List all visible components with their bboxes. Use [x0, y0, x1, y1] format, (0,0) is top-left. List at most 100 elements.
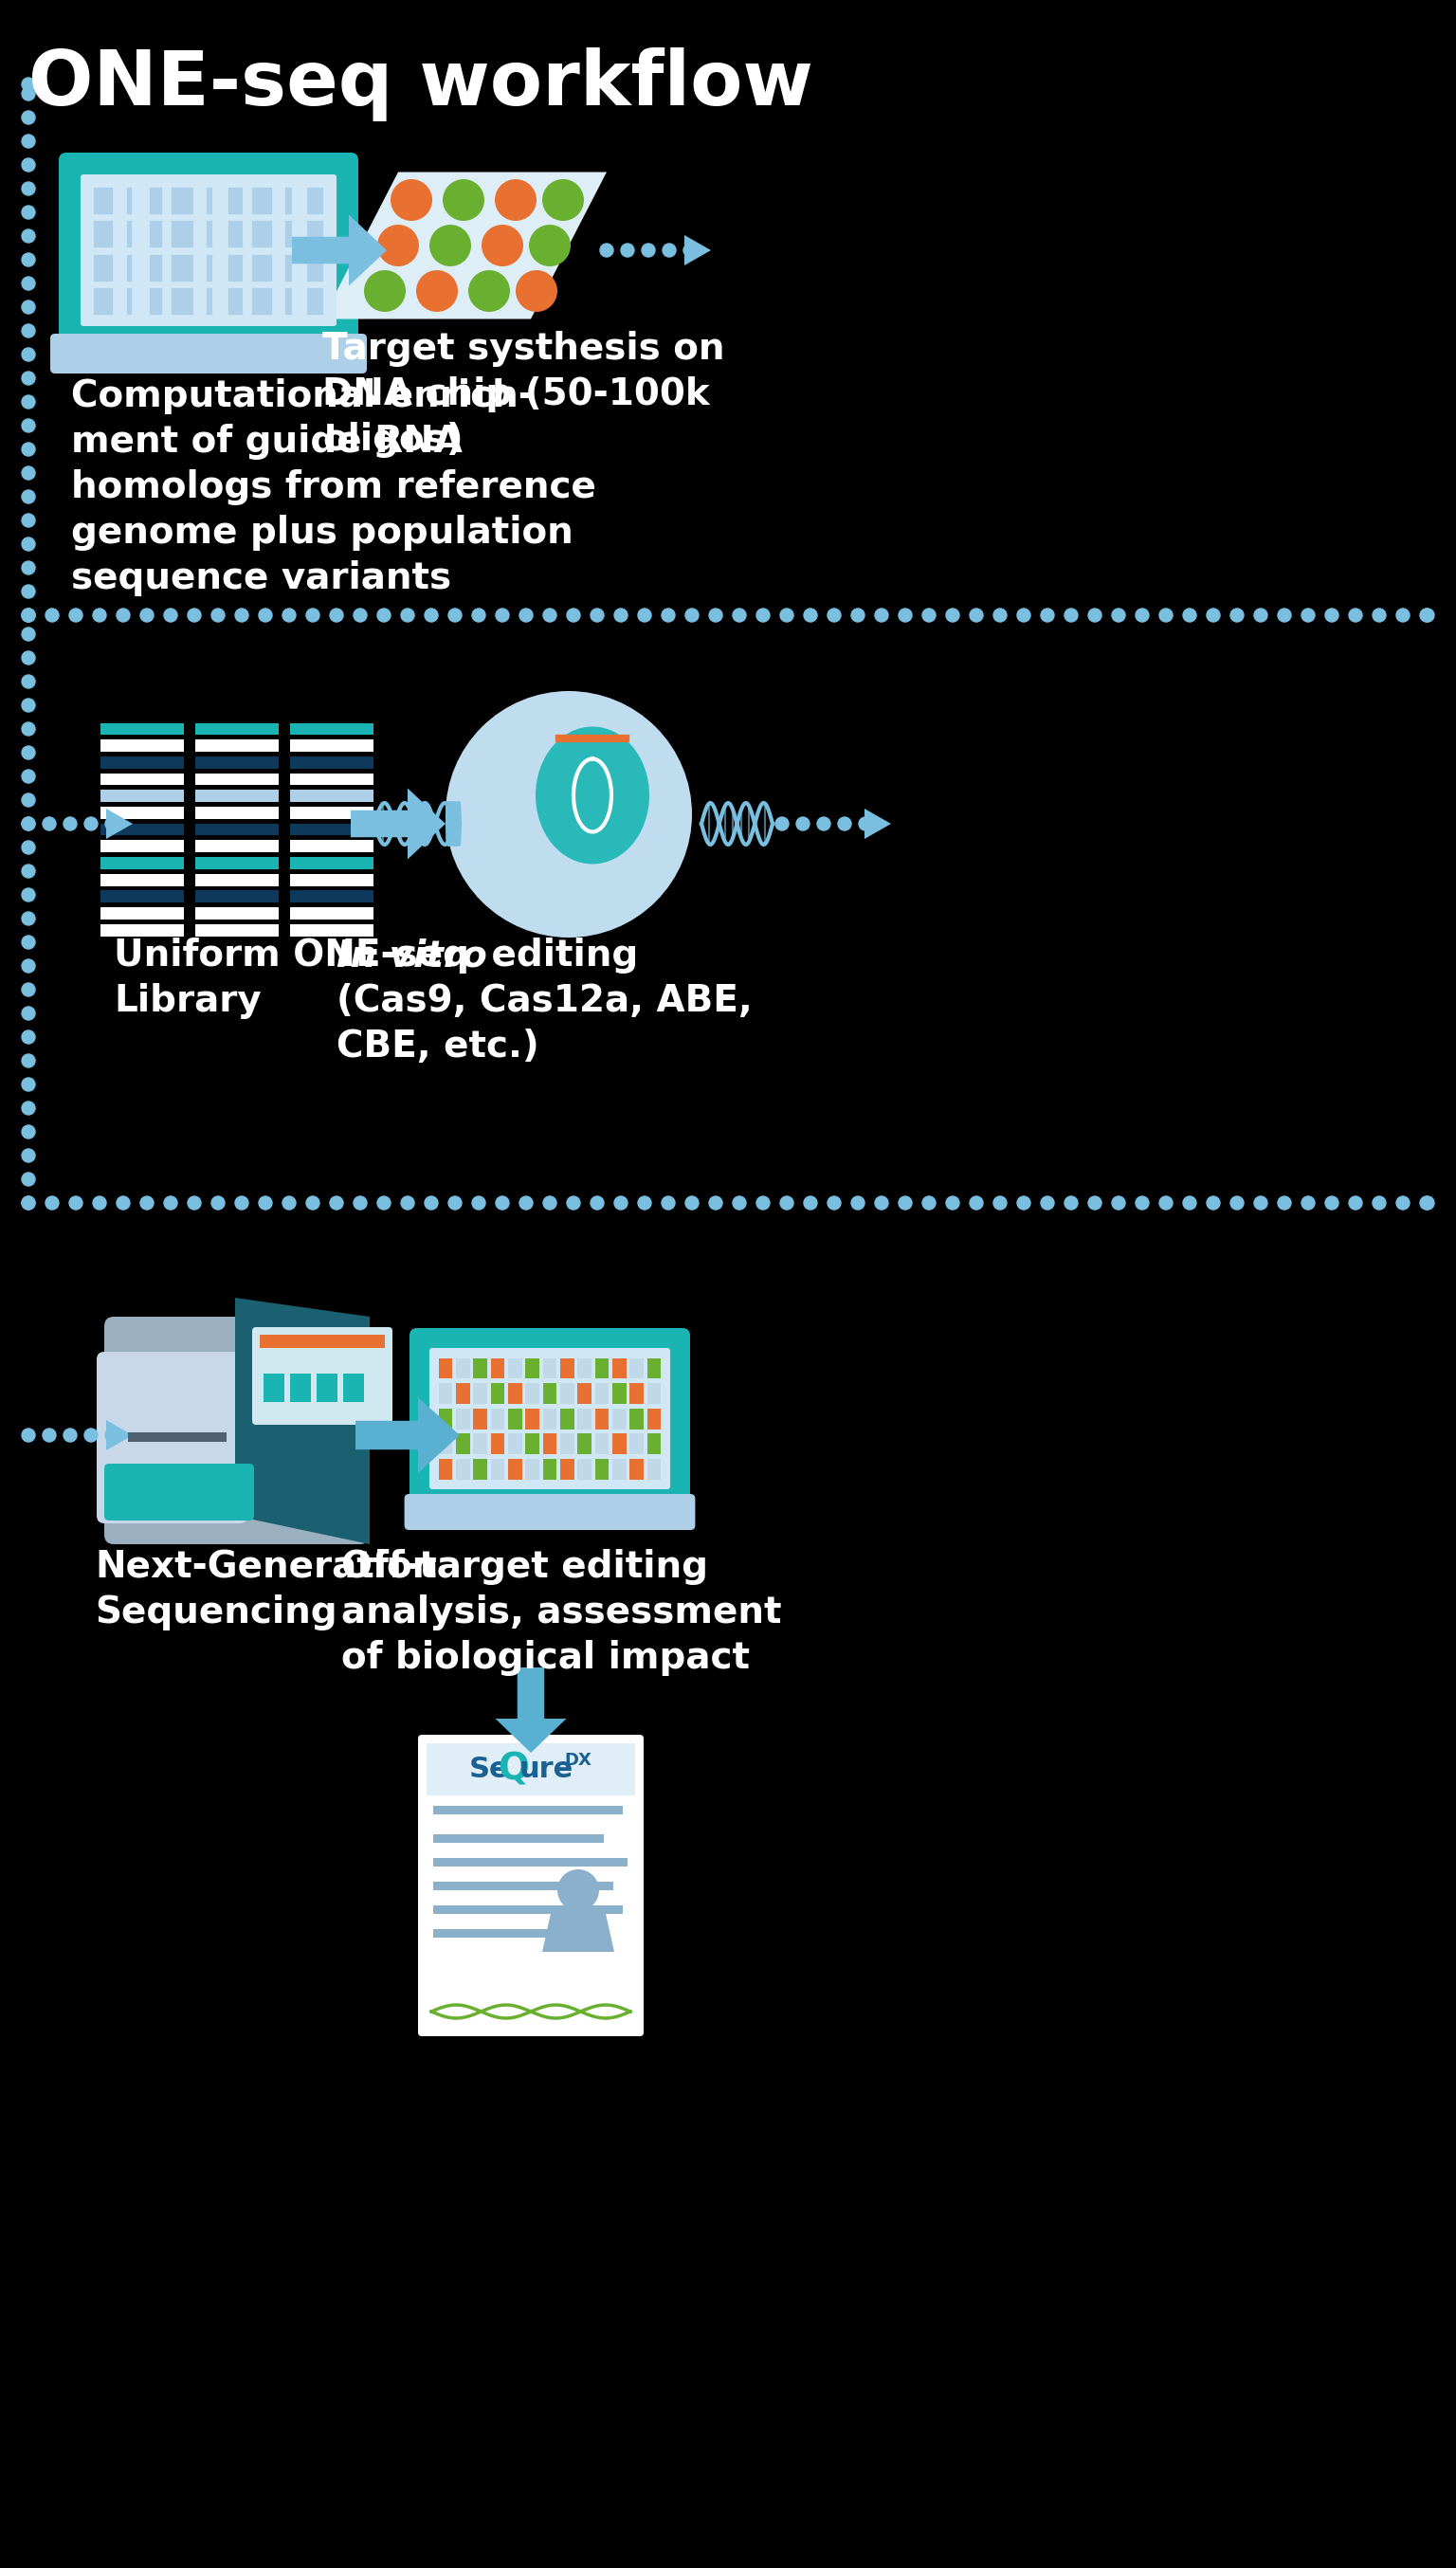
- Bar: [473, 1459, 488, 1479]
- Bar: [290, 740, 374, 752]
- Circle shape: [64, 1428, 77, 1441]
- Circle shape: [140, 609, 153, 621]
- Circle shape: [1064, 609, 1077, 621]
- Bar: [438, 1459, 453, 1479]
- Bar: [629, 1358, 644, 1379]
- Bar: [561, 1433, 574, 1453]
- Text: Se: Se: [469, 1757, 510, 1782]
- Circle shape: [64, 817, 77, 829]
- Polygon shape: [106, 1420, 132, 1451]
- Circle shape: [116, 609, 130, 621]
- Circle shape: [448, 1197, 462, 1210]
- FancyBboxPatch shape: [409, 1328, 690, 1510]
- Bar: [127, 288, 131, 316]
- Bar: [170, 288, 194, 316]
- Circle shape: [443, 180, 485, 221]
- Circle shape: [1373, 609, 1386, 621]
- Circle shape: [1420, 609, 1433, 621]
- Bar: [473, 1433, 488, 1453]
- Circle shape: [331, 1197, 344, 1210]
- Circle shape: [1420, 1197, 1433, 1210]
- Bar: [578, 1384, 591, 1405]
- Bar: [149, 187, 162, 213]
- Circle shape: [780, 609, 794, 621]
- Bar: [290, 907, 374, 919]
- Bar: [543, 1459, 556, 1479]
- Bar: [306, 254, 323, 282]
- Bar: [596, 1358, 609, 1379]
- Text: CBE, etc.): CBE, etc.): [336, 1030, 539, 1066]
- Bar: [227, 221, 243, 247]
- Text: sequence variants: sequence variants: [71, 560, 451, 596]
- Circle shape: [686, 1197, 699, 1210]
- Circle shape: [22, 817, 35, 829]
- Text: genome plus population: genome plus population: [71, 514, 574, 550]
- Bar: [543, 1358, 556, 1379]
- Bar: [526, 1358, 539, 1379]
- Circle shape: [469, 270, 510, 311]
- Bar: [578, 1407, 591, 1430]
- Polygon shape: [355, 1397, 460, 1474]
- Circle shape: [566, 1197, 579, 1210]
- Circle shape: [22, 1102, 35, 1115]
- Circle shape: [839, 817, 852, 829]
- Circle shape: [1254, 609, 1267, 621]
- Circle shape: [22, 609, 35, 621]
- Bar: [491, 1358, 505, 1379]
- Bar: [491, 1407, 505, 1430]
- Circle shape: [817, 817, 830, 829]
- Circle shape: [827, 1197, 840, 1210]
- Bar: [306, 187, 323, 213]
- Circle shape: [22, 1030, 35, 1043]
- Bar: [456, 1407, 470, 1430]
- Circle shape: [543, 1197, 556, 1210]
- Bar: [613, 1407, 626, 1430]
- Circle shape: [776, 817, 789, 829]
- Bar: [264, 1374, 284, 1402]
- Bar: [127, 254, 131, 282]
- Circle shape: [1041, 609, 1054, 621]
- Ellipse shape: [536, 727, 649, 863]
- Circle shape: [898, 1197, 911, 1210]
- Circle shape: [1207, 609, 1220, 621]
- Circle shape: [591, 609, 604, 621]
- Bar: [100, 758, 183, 768]
- Bar: [316, 1374, 338, 1402]
- Circle shape: [22, 324, 35, 336]
- Circle shape: [22, 840, 35, 855]
- Circle shape: [22, 442, 35, 457]
- Bar: [646, 1407, 661, 1430]
- Circle shape: [875, 609, 888, 621]
- Text: Off-target editing: Off-target editing: [341, 1549, 708, 1584]
- Circle shape: [732, 609, 745, 621]
- Bar: [473, 1358, 488, 1379]
- Circle shape: [22, 698, 35, 711]
- Bar: [170, 187, 194, 213]
- Circle shape: [970, 609, 983, 621]
- Bar: [100, 858, 183, 868]
- Circle shape: [93, 609, 106, 621]
- Bar: [250, 187, 272, 213]
- Bar: [92, 254, 112, 282]
- Circle shape: [495, 609, 510, 621]
- Bar: [149, 221, 162, 247]
- Circle shape: [22, 467, 35, 480]
- Bar: [344, 1374, 364, 1402]
- FancyBboxPatch shape: [430, 1348, 670, 1489]
- Circle shape: [70, 1197, 83, 1210]
- Bar: [613, 1358, 626, 1379]
- Bar: [92, 288, 112, 316]
- Bar: [306, 221, 323, 247]
- Bar: [290, 840, 374, 853]
- Circle shape: [22, 1125, 35, 1138]
- FancyBboxPatch shape: [58, 152, 358, 347]
- Bar: [290, 773, 374, 786]
- FancyBboxPatch shape: [80, 175, 336, 326]
- Circle shape: [757, 609, 770, 621]
- Bar: [127, 221, 131, 247]
- Bar: [508, 1459, 523, 1479]
- Circle shape: [520, 609, 533, 621]
- Circle shape: [22, 182, 35, 195]
- Bar: [290, 722, 374, 734]
- FancyBboxPatch shape: [96, 1351, 248, 1523]
